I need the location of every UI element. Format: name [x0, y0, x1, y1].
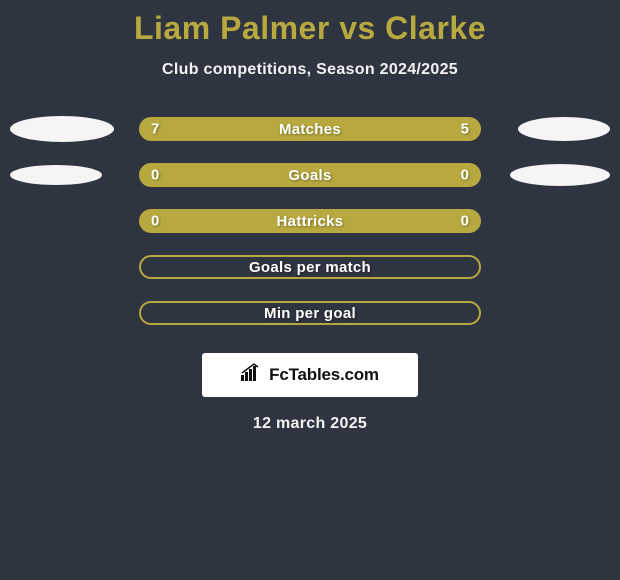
stat-bar: 7 Matches 5 — [139, 117, 481, 141]
stat-row: Goals per match — [0, 255, 620, 279]
stat-rows: 7 Matches 5 0 Goals 0 0 Hattricks 0 Goals per mat… — [0, 117, 620, 325]
player-right-badge — [518, 117, 610, 141]
stat-bar: 0 Hattricks 0 — [139, 209, 481, 233]
stat-value-right: 0 — [461, 213, 469, 230]
stat-value-right: 5 — [461, 121, 469, 138]
subtitle: Club competitions, Season 2024/2025 — [0, 61, 620, 79]
stat-row: 0 Hattricks 0 — [0, 209, 620, 233]
chart-icon — [241, 363, 263, 388]
player-left-name: Liam Palmer — [134, 10, 330, 46]
player-left-badge — [10, 165, 102, 185]
stat-value-left: 0 — [151, 167, 159, 184]
stat-value-left: 0 — [151, 213, 159, 230]
stat-bar: Goals per match — [139, 255, 481, 279]
stat-row: Min per goal — [0, 301, 620, 325]
page-title: Liam Palmer vs Clarke — [0, 0, 620, 47]
comparison-card: Liam Palmer vs Clarke Club competitions,… — [0, 0, 620, 580]
stat-label: Goals — [288, 167, 331, 184]
footer-date: 12 march 2025 — [0, 415, 620, 433]
stat-value-left: 7 — [151, 121, 159, 138]
stat-label: Min per goal — [264, 305, 356, 322]
stat-value-right: 0 — [461, 167, 469, 184]
stat-label: Hattricks — [277, 213, 344, 230]
brand-box[interactable]: FcTables.com — [202, 353, 418, 397]
stat-row: 7 Matches 5 — [0, 117, 620, 141]
player-right-name: Clarke — [385, 10, 486, 46]
player-right-badge — [510, 164, 610, 186]
stat-row: 0 Goals 0 — [0, 163, 620, 187]
stat-label: Goals per match — [249, 259, 371, 276]
brand-text: FcTables.com — [269, 365, 379, 385]
stat-label: Matches — [279, 121, 341, 138]
player-left-badge — [10, 116, 114, 142]
title-vs: vs — [330, 10, 385, 46]
stat-bar: Min per goal — [139, 301, 481, 325]
stat-bar: 0 Goals 0 — [139, 163, 481, 187]
